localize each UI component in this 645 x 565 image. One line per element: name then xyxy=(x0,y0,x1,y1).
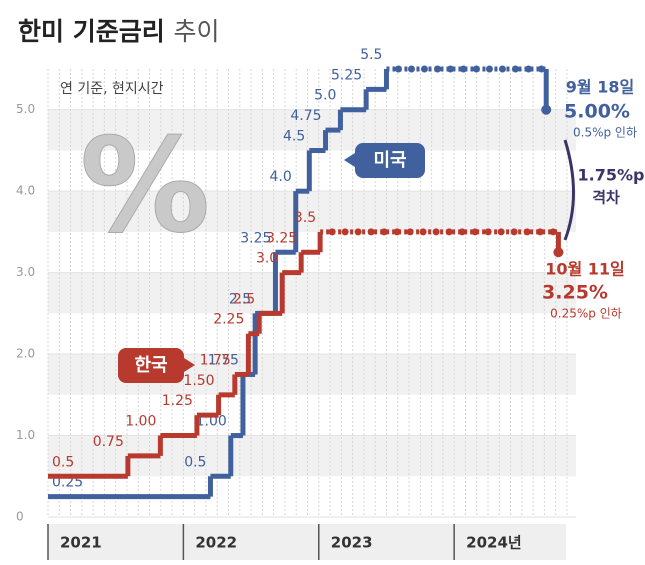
hold-dot xyxy=(471,228,479,236)
y-tick-label: 3.0 xyxy=(16,265,35,279)
y-tick-label: 5.0 xyxy=(16,102,35,116)
us-date: 9월 18일 xyxy=(566,78,634,97)
x-tick-label: 2021 xyxy=(60,534,102,552)
data-label: 1.00 xyxy=(125,414,156,430)
kr-tag-pointer xyxy=(184,358,195,372)
hold-dot xyxy=(393,228,401,236)
x-tick-label: 2022 xyxy=(195,534,237,552)
hold-dot xyxy=(354,228,362,236)
kr-change: 0.25%p 인하 xyxy=(550,307,622,321)
hold-dot xyxy=(536,228,544,236)
title-main: 한미 기준금리 xyxy=(18,17,165,46)
y-tick-label: 0 xyxy=(16,510,24,524)
chart-title: 한미 기준금리 추이 xyxy=(18,17,219,46)
data-label: 2.25 xyxy=(213,312,244,328)
data-label: 1.25 xyxy=(162,393,193,409)
us-tag-box xyxy=(355,143,425,178)
bands xyxy=(47,69,576,518)
us-tag: 미국 xyxy=(373,150,406,171)
hold-dot xyxy=(484,228,492,236)
hold-dot xyxy=(523,228,531,236)
hold-dot xyxy=(511,65,519,73)
us-tag-pointer xyxy=(344,153,355,167)
gap-label: 격차 xyxy=(592,189,620,207)
us-rate: 5.00% xyxy=(564,101,630,123)
data-label: 4.0 xyxy=(269,169,291,185)
y-tick-label: 4.0 xyxy=(16,184,35,198)
data-label: 4.5 xyxy=(283,128,305,144)
data-label: 0.5 xyxy=(52,454,74,470)
us-change: 0.5%p 인하 xyxy=(573,126,637,140)
data-label: 5.0 xyxy=(314,88,336,104)
x-tick-label: 2023 xyxy=(331,534,373,552)
gap-value: 1.75%p xyxy=(578,166,645,185)
data-label: 3.25 xyxy=(266,230,297,246)
hold-dot xyxy=(407,65,415,73)
gap-bracket xyxy=(563,139,575,241)
hold-dot xyxy=(419,228,427,236)
hold-dot xyxy=(446,65,454,73)
data-label: 2.5 xyxy=(229,291,251,307)
data-label: 1.75 xyxy=(208,352,239,368)
data-label: 2.5 xyxy=(233,291,255,307)
hold-dot xyxy=(472,65,480,73)
data-label: 1.75 xyxy=(200,352,231,368)
percent-symbol: % xyxy=(80,110,210,262)
title-suffix: 추이 xyxy=(173,17,219,46)
hold-dot xyxy=(420,65,428,73)
kr-tag: 한국 xyxy=(134,355,167,376)
data-label: 0.75 xyxy=(93,434,124,450)
hold-dot xyxy=(341,228,349,236)
kr-date: 10월 11일 xyxy=(545,260,625,279)
hold-dot xyxy=(549,228,557,236)
end-dot xyxy=(541,104,552,115)
data-label: 3.0 xyxy=(256,251,278,267)
hold-dot xyxy=(380,228,388,236)
y-tick-label: 2.0 xyxy=(16,347,35,361)
data-label: 3.25 xyxy=(240,230,271,246)
hold-dot xyxy=(328,228,336,236)
hold-dot xyxy=(485,65,493,73)
kr-rate: 3.25% xyxy=(542,282,608,304)
end-dot xyxy=(553,247,564,258)
hold-dot xyxy=(497,228,505,236)
x-axis-band xyxy=(48,524,566,560)
hold-dot xyxy=(458,228,466,236)
hold-dot xyxy=(498,65,506,73)
hold-dot xyxy=(406,228,414,236)
hold-dot xyxy=(433,65,441,73)
hold-dot xyxy=(459,65,467,73)
hold-dot xyxy=(394,65,402,73)
y-tick-label: 1.0 xyxy=(16,428,35,442)
hold-dot xyxy=(432,228,440,236)
hold-dot xyxy=(367,228,375,236)
data-label: 0.5 xyxy=(184,454,206,470)
hold-dot xyxy=(445,228,453,236)
data-label: 1.50 xyxy=(183,373,214,389)
data-label: 4.75 xyxy=(290,108,321,124)
data-label: 3.5 xyxy=(294,210,316,226)
data-label: 5.5 xyxy=(360,47,382,63)
hold-dot xyxy=(524,65,532,73)
subtitle: 연 기준, 현지시간 xyxy=(60,81,164,97)
kr-tag-box xyxy=(118,348,184,383)
hold-dot xyxy=(510,228,518,236)
data-label: 5.25 xyxy=(331,67,362,83)
hold-dot xyxy=(537,65,545,73)
x-tick-label: 2024년 xyxy=(466,534,522,552)
